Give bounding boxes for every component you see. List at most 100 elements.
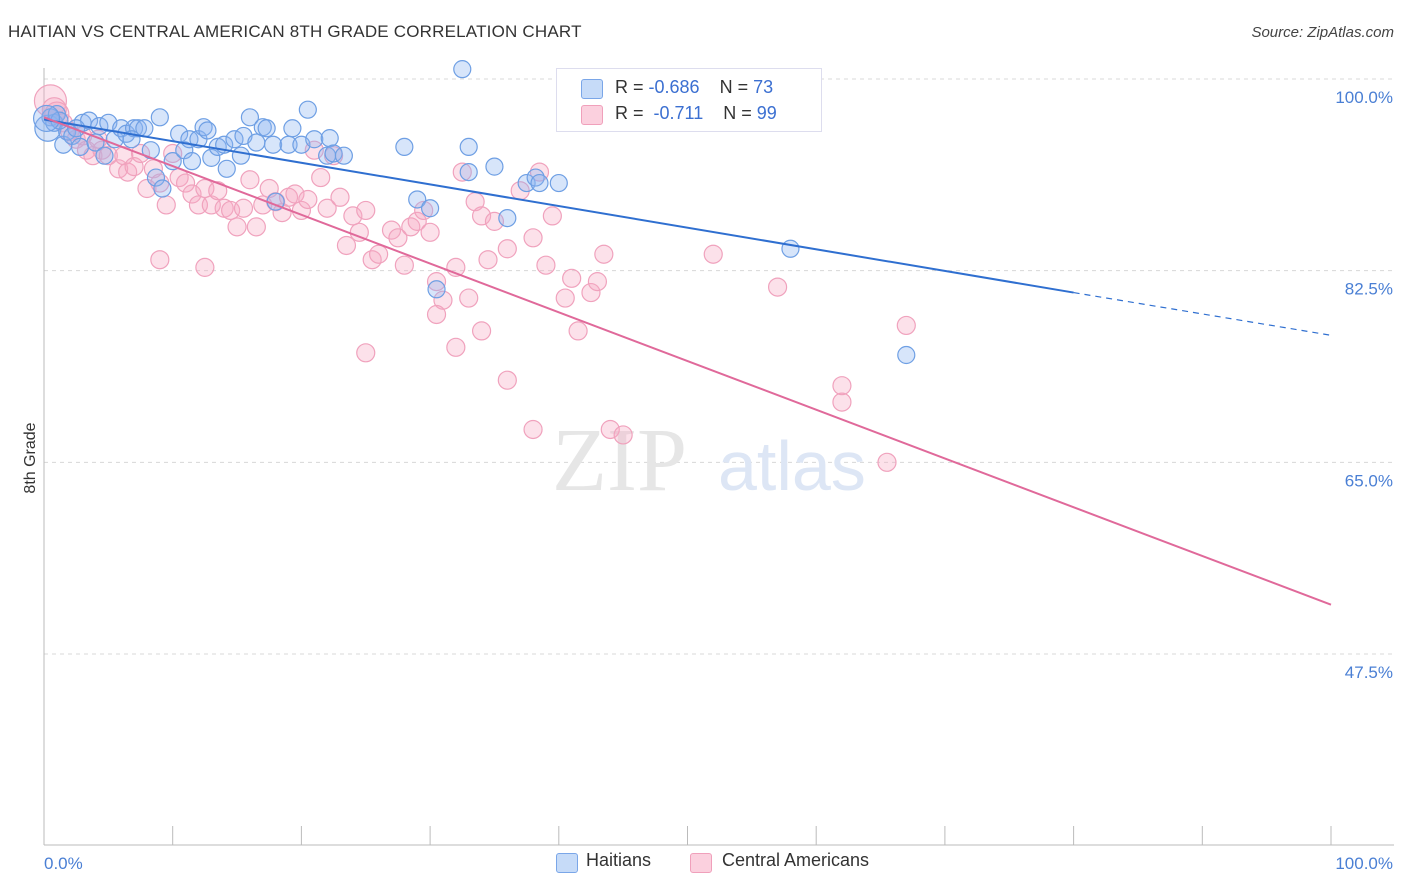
- haitians-point: [257, 119, 276, 138]
- haitians-point: [781, 239, 800, 258]
- y-tick-label: 82.5%: [1345, 280, 1393, 299]
- central-americans-point: [555, 288, 575, 308]
- central-americans-point: [832, 392, 852, 412]
- haitians-point: [146, 168, 166, 187]
- central-americans-point: [433, 290, 453, 310]
- central-americans-point: [381, 220, 402, 240]
- legend-n-value: 73: [753, 77, 774, 97]
- central-americans-point: [562, 268, 582, 288]
- central-americans-point: [542, 206, 562, 226]
- haitians-point: [498, 208, 517, 228]
- central-americans-swatch: [690, 853, 712, 873]
- central-americans-point: [356, 343, 376, 363]
- haitians-point: [182, 152, 202, 171]
- central-americans-point: [369, 244, 389, 264]
- central-americans-point: [536, 255, 556, 275]
- central-americans-point: [246, 217, 266, 237]
- gridlines: [44, 78, 1394, 655]
- central-americans-point: [195, 257, 215, 277]
- y-tick-label: 100.0%: [1335, 88, 1393, 107]
- central-americans-point: [388, 228, 408, 248]
- central-americans-point: [587, 272, 608, 292]
- x-tick-label: 100.0%: [1335, 854, 1393, 873]
- central-americans-point: [471, 321, 492, 341]
- watermark: ZIP atlas: [552, 411, 866, 510]
- legend: R = -0.686 N = 73 R = -0.711 N = 99: [556, 68, 822, 132]
- haitians-label: Haitians: [586, 850, 652, 870]
- haitians-point: [70, 137, 90, 157]
- central-americans-point: [426, 272, 447, 292]
- haitians-point: [334, 146, 353, 165]
- haitians-point: [530, 173, 549, 193]
- y-axis-label: 8th Grade: [22, 422, 39, 493]
- central-americans-point: [317, 198, 337, 218]
- haitians-swatch: [556, 853, 578, 873]
- haitians-point: [395, 137, 414, 157]
- central-americans-point: [394, 255, 414, 275]
- central-americans-point: [459, 288, 479, 308]
- central-americans-point: [420, 222, 440, 242]
- central-americans-point: [414, 200, 434, 221]
- central-americans-point: [240, 170, 260, 190]
- central-americans-point: [452, 162, 472, 182]
- trend-lines: [43, 116, 1332, 606]
- haitians-point: [128, 119, 148, 138]
- central-americans-point: [497, 239, 517, 259]
- legend-row-haitians: R = -0.686 N = 73: [581, 77, 773, 103]
- central-americans-point: [478, 250, 498, 270]
- central-americans-point: [330, 187, 350, 207]
- central-americans-point: [356, 200, 376, 221]
- haitians-point: [408, 190, 427, 209]
- haitians-point: [305, 130, 324, 149]
- central-americans-point: [311, 167, 331, 188]
- legend-r-label: R =: [615, 103, 649, 123]
- central-americans-point: [426, 304, 447, 325]
- legend-n-label: N =: [723, 103, 757, 123]
- haitians-point: [263, 135, 283, 154]
- haitians-point: [95, 146, 114, 165]
- haitians-point: [202, 148, 221, 167]
- haitians-point: [150, 108, 169, 127]
- haitians-point: [240, 108, 260, 127]
- haitians-point: [549, 173, 568, 193]
- central-americans-swatch: [581, 105, 603, 125]
- central-americans-point: [175, 173, 196, 193]
- central-americans-point: [568, 321, 588, 341]
- central-americans-point: [523, 228, 543, 248]
- haitians-point: [421, 199, 440, 218]
- haitians-point: [153, 179, 172, 198]
- central-americans-point: [208, 181, 228, 201]
- central-americans-point: [446, 337, 466, 357]
- central-americans-trend-line: [43, 116, 1332, 606]
- watermark-zip: ZIP: [552, 411, 687, 510]
- central-americans-point: [227, 217, 247, 237]
- haitians-trend-line: [43, 118, 1074, 294]
- haitians-point: [897, 345, 916, 365]
- central-americans-point: [150, 250, 170, 270]
- haitians-point: [231, 146, 251, 165]
- central-americans-point: [594, 244, 614, 264]
- haitians-point: [485, 157, 504, 176]
- haitians-point: [217, 159, 236, 178]
- haitians-point: [124, 119, 144, 138]
- legend-r-value: -0.711: [648, 103, 704, 123]
- tick-labels: 47.5% 65.0% 82.5% 100.0% 0.0% 100.0% 8th Grade: [22, 88, 1393, 873]
- central-americans-point: [497, 370, 517, 390]
- haitians-point: [427, 280, 446, 299]
- legend-r-value: -0.686: [648, 77, 700, 97]
- central-americans-point: [613, 425, 633, 445]
- central-americans-point: [407, 211, 427, 231]
- haitians-point: [459, 162, 478, 182]
- watermark-atlas: atlas: [718, 427, 866, 505]
- haitians-trend-extension: [1073, 291, 1332, 336]
- x-tick-label: 0.0%: [44, 854, 83, 873]
- central-americans-point: [98, 146, 118, 166]
- central-americans-point: [581, 282, 601, 303]
- central-americans-point: [336, 235, 357, 256]
- central-americans-point: [156, 195, 176, 215]
- legend-r-label: R =: [615, 77, 649, 97]
- y-tick-label: 47.5%: [1345, 663, 1393, 682]
- central-americans-point: [877, 452, 897, 472]
- haitians-point: [283, 119, 302, 138]
